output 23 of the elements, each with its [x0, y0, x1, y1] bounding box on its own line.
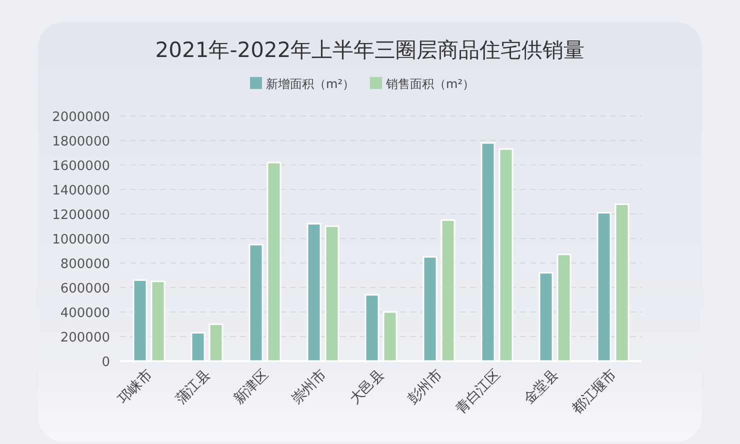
x-tick-label: 大邑县	[346, 366, 388, 408]
x-tick-label: 金堂县	[520, 366, 562, 408]
y-tick-label: 1600000	[52, 159, 110, 174]
legend-label: 销售面积（m²）	[385, 77, 474, 91]
y-tick-label: 600000	[60, 282, 110, 296]
x-tick-label: 新津区	[230, 366, 272, 408]
y-tick-label: 1200000	[52, 208, 110, 223]
y-tick-label: 400000	[60, 306, 110, 321]
y-tick-label: 1800000	[52, 134, 110, 150]
y-tick-label: 2000000	[52, 110, 110, 125]
x-tick-label: 蒲江县	[172, 366, 214, 408]
y-tick-label: 800000	[60, 257, 110, 272]
x-tick-label: 崇州市	[288, 366, 330, 408]
x-tick-label: 都江堰市	[568, 366, 620, 418]
legend-label: 新增面积（m²）	[266, 77, 354, 91]
y-tick-label: 1000000	[52, 232, 110, 248]
x-tick-label: 邛崃市	[114, 366, 156, 408]
x-tick-label: 青白江区	[452, 366, 504, 418]
y-tick-label: 200000	[60, 330, 110, 346]
y-tick-label: 1400000	[52, 184, 110, 198]
chart-title: 2021年-2022年上半年三圈层商品住宅供销量	[155, 38, 585, 62]
x-tick-label: 彭州市	[404, 366, 446, 408]
y-tick-label: 0	[102, 355, 110, 370]
